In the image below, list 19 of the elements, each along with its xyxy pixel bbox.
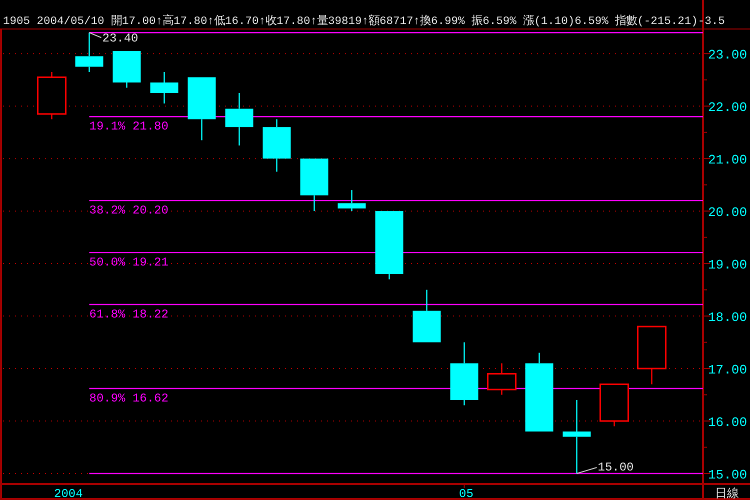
y-tick-label: 20.00 (708, 205, 747, 220)
ref-line-label: 50.0% 19.21 (89, 256, 168, 270)
ref-line-label: 38.2% 20.20 (89, 204, 168, 218)
ref-line-label: 80.9% 16.62 (89, 391, 168, 406)
y-tick-label: 23.00 (708, 48, 747, 63)
y-tick-label: 15.00 (708, 468, 747, 483)
y-tick-label: 16.00 (708, 415, 747, 430)
text: 日線 (715, 487, 739, 500)
text: 2004 (54, 487, 83, 500)
y-tick-label: 18.00 (708, 310, 747, 326)
annotation: 15.00 (598, 460, 634, 475)
y-tick-label: 19.00 (708, 258, 747, 273)
y-tick-label: 17.00 (708, 362, 747, 378)
ref-line-label: 61.8% 18.22 (89, 308, 168, 322)
ref-line-label: 19.1% 21.80 (89, 120, 168, 134)
annotation: 23.40 (102, 32, 138, 46)
y-tick-label: 21.00 (708, 152, 747, 168)
x-tick-label: 05 (459, 487, 474, 500)
y-tick-label: 22.00 (708, 100, 747, 116)
